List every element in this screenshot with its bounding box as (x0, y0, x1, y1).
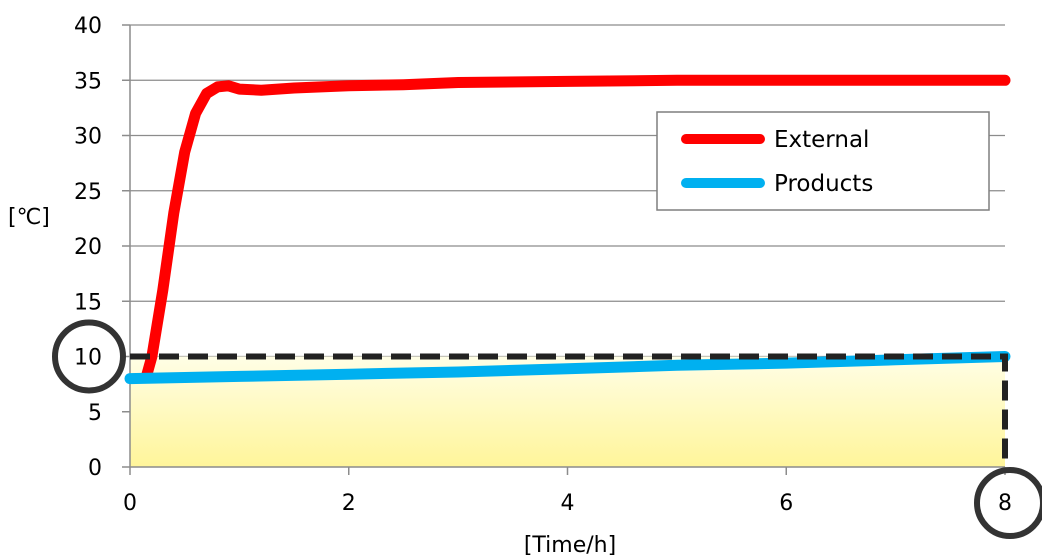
legend-label-products: Products (774, 171, 873, 197)
series-line-products (124, 351, 1011, 385)
legend: External Products (656, 111, 990, 211)
axes (122, 24, 1006, 475)
y-axis-label: [℃] (8, 205, 50, 230)
x-tick-label-0: 0 (123, 491, 137, 516)
y-tick-label-15: 15 (74, 290, 102, 315)
y-tick-label-40: 40 (74, 14, 102, 39)
series-lines (124, 74, 1011, 385)
y-tick-label-30: 30 (74, 125, 102, 150)
legend-box (656, 111, 990, 211)
x-axis-label: [Time/h] (524, 533, 616, 558)
threshold-annotations (52, 319, 1042, 539)
series-line-external (140, 74, 1011, 382)
x-tick-label-2: 2 (342, 491, 356, 516)
x-tick-label-6: 6 (779, 491, 793, 516)
x-tick-label-4: 4 (561, 491, 575, 516)
y-tick-label-5: 5 (88, 401, 102, 426)
legend-label-external: External (774, 127, 869, 153)
tick-labels: 0 5 10 15 20 25 30 35 40 0 2 4 6 8 (74, 14, 1012, 516)
y-tick-label-25: 25 (74, 180, 102, 205)
x-tick-label-8: 8 (998, 491, 1012, 516)
y-tick-label-10: 10 (74, 346, 102, 371)
y-tick-label-35: 35 (74, 69, 102, 94)
highlight-circle-y-10 (52, 319, 126, 394)
highlight-circle-x-8 (974, 467, 1042, 539)
threshold-dashed-line (130, 353, 1008, 467)
y-tick-label-20: 20 (74, 235, 102, 260)
y-tick-label-0: 0 (88, 456, 102, 481)
